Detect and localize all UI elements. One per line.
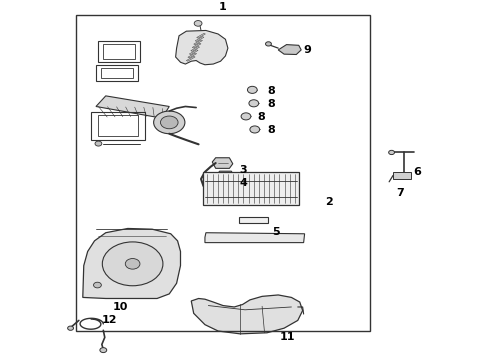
- Polygon shape: [188, 53, 196, 58]
- Text: 1: 1: [219, 2, 227, 12]
- Circle shape: [194, 21, 202, 26]
- Text: 4: 4: [239, 177, 247, 188]
- Text: 3: 3: [239, 165, 247, 175]
- Polygon shape: [217, 171, 234, 181]
- Circle shape: [241, 113, 251, 120]
- Text: 10: 10: [113, 302, 128, 312]
- Bar: [203, 172, 299, 206]
- Polygon shape: [189, 50, 198, 55]
- Polygon shape: [212, 158, 233, 168]
- Polygon shape: [192, 43, 201, 48]
- Text: 2: 2: [326, 197, 333, 207]
- Text: 7: 7: [396, 188, 404, 198]
- Circle shape: [266, 42, 271, 46]
- Polygon shape: [191, 46, 199, 51]
- Polygon shape: [205, 233, 305, 243]
- Text: 8: 8: [267, 86, 275, 95]
- Text: 8: 8: [257, 112, 265, 122]
- Text: 8: 8: [267, 99, 275, 109]
- Polygon shape: [195, 37, 204, 41]
- Circle shape: [95, 141, 102, 146]
- Circle shape: [250, 126, 260, 133]
- Text: 12: 12: [102, 315, 117, 325]
- Polygon shape: [83, 229, 180, 298]
- Text: 9: 9: [304, 45, 312, 55]
- Circle shape: [154, 111, 185, 134]
- Circle shape: [160, 116, 178, 129]
- Bar: [76, 14, 369, 331]
- Polygon shape: [191, 295, 303, 334]
- Circle shape: [68, 326, 74, 330]
- Circle shape: [247, 86, 257, 93]
- Polygon shape: [278, 45, 301, 54]
- Polygon shape: [96, 96, 169, 118]
- Polygon shape: [393, 172, 411, 179]
- Text: 6: 6: [414, 167, 421, 177]
- Polygon shape: [194, 40, 202, 45]
- Text: 8: 8: [267, 125, 275, 135]
- Text: 5: 5: [272, 227, 279, 237]
- Bar: [239, 217, 269, 223]
- Circle shape: [102, 242, 163, 286]
- Circle shape: [249, 100, 259, 107]
- Circle shape: [125, 258, 140, 269]
- Polygon shape: [175, 31, 228, 65]
- Polygon shape: [196, 33, 205, 38]
- Circle shape: [94, 282, 101, 288]
- Circle shape: [100, 348, 107, 352]
- Circle shape: [389, 150, 394, 154]
- Polygon shape: [186, 56, 195, 61]
- Text: 11: 11: [279, 332, 294, 342]
